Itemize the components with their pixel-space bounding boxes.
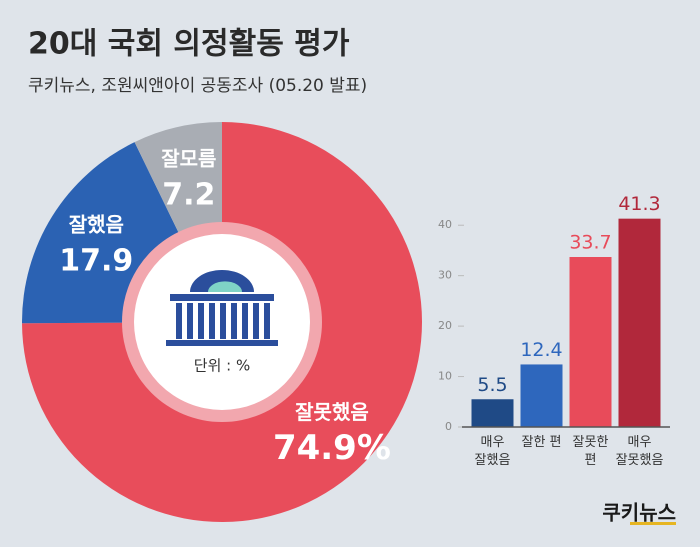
y-tick-label: 0 xyxy=(445,420,452,433)
logo-accent xyxy=(630,522,676,525)
bar xyxy=(471,399,514,427)
slice-value: 74.9% xyxy=(273,428,391,468)
data-label: 41.3 xyxy=(618,193,660,215)
slice-label: 잘했음 xyxy=(69,212,124,236)
slice-label: 잘모름 xyxy=(161,146,216,170)
bar xyxy=(520,364,563,427)
x-tick-label: 잘한 편 xyxy=(521,435,561,450)
column xyxy=(209,303,215,339)
y-tick-label: 10 xyxy=(438,370,452,383)
base xyxy=(166,340,278,346)
y-tick-label: 20 xyxy=(438,319,452,332)
slice-value: 7.2 xyxy=(162,177,215,212)
x-tick-label: 잘못한 편 xyxy=(573,435,609,468)
x-tick-label: 매우 잘못했음 xyxy=(616,435,664,468)
y-tick-label: 40 xyxy=(438,218,452,231)
column xyxy=(253,303,259,339)
x-tick-label: 매우 잘했음 xyxy=(475,435,511,468)
data-label: 12.4 xyxy=(520,339,562,361)
logo: 쿠키뉴스 xyxy=(602,501,676,525)
column xyxy=(220,303,226,339)
roof xyxy=(170,294,274,301)
data-label: 33.7 xyxy=(569,232,611,254)
chart-subtitle: 쿠키뉴스, 조원씨앤아이 공동조사 (05.20 발표) xyxy=(28,76,367,96)
column xyxy=(231,303,237,339)
y-tick-label: 30 xyxy=(438,269,452,282)
column xyxy=(198,303,204,339)
column xyxy=(187,303,193,339)
slice-label: 잘못했음 xyxy=(295,400,369,424)
bar xyxy=(618,218,661,427)
building-icon xyxy=(166,270,278,346)
chart-title: 20대 국회 의정활동 평가 xyxy=(28,27,350,62)
dome-stripe xyxy=(208,281,242,292)
column xyxy=(264,303,270,339)
unit-label: 단위 : % xyxy=(194,357,250,375)
column xyxy=(242,303,248,339)
data-label: 5.5 xyxy=(477,374,507,396)
slice-value: 17.9 xyxy=(59,243,133,278)
bar xyxy=(569,257,612,427)
column xyxy=(176,303,182,339)
